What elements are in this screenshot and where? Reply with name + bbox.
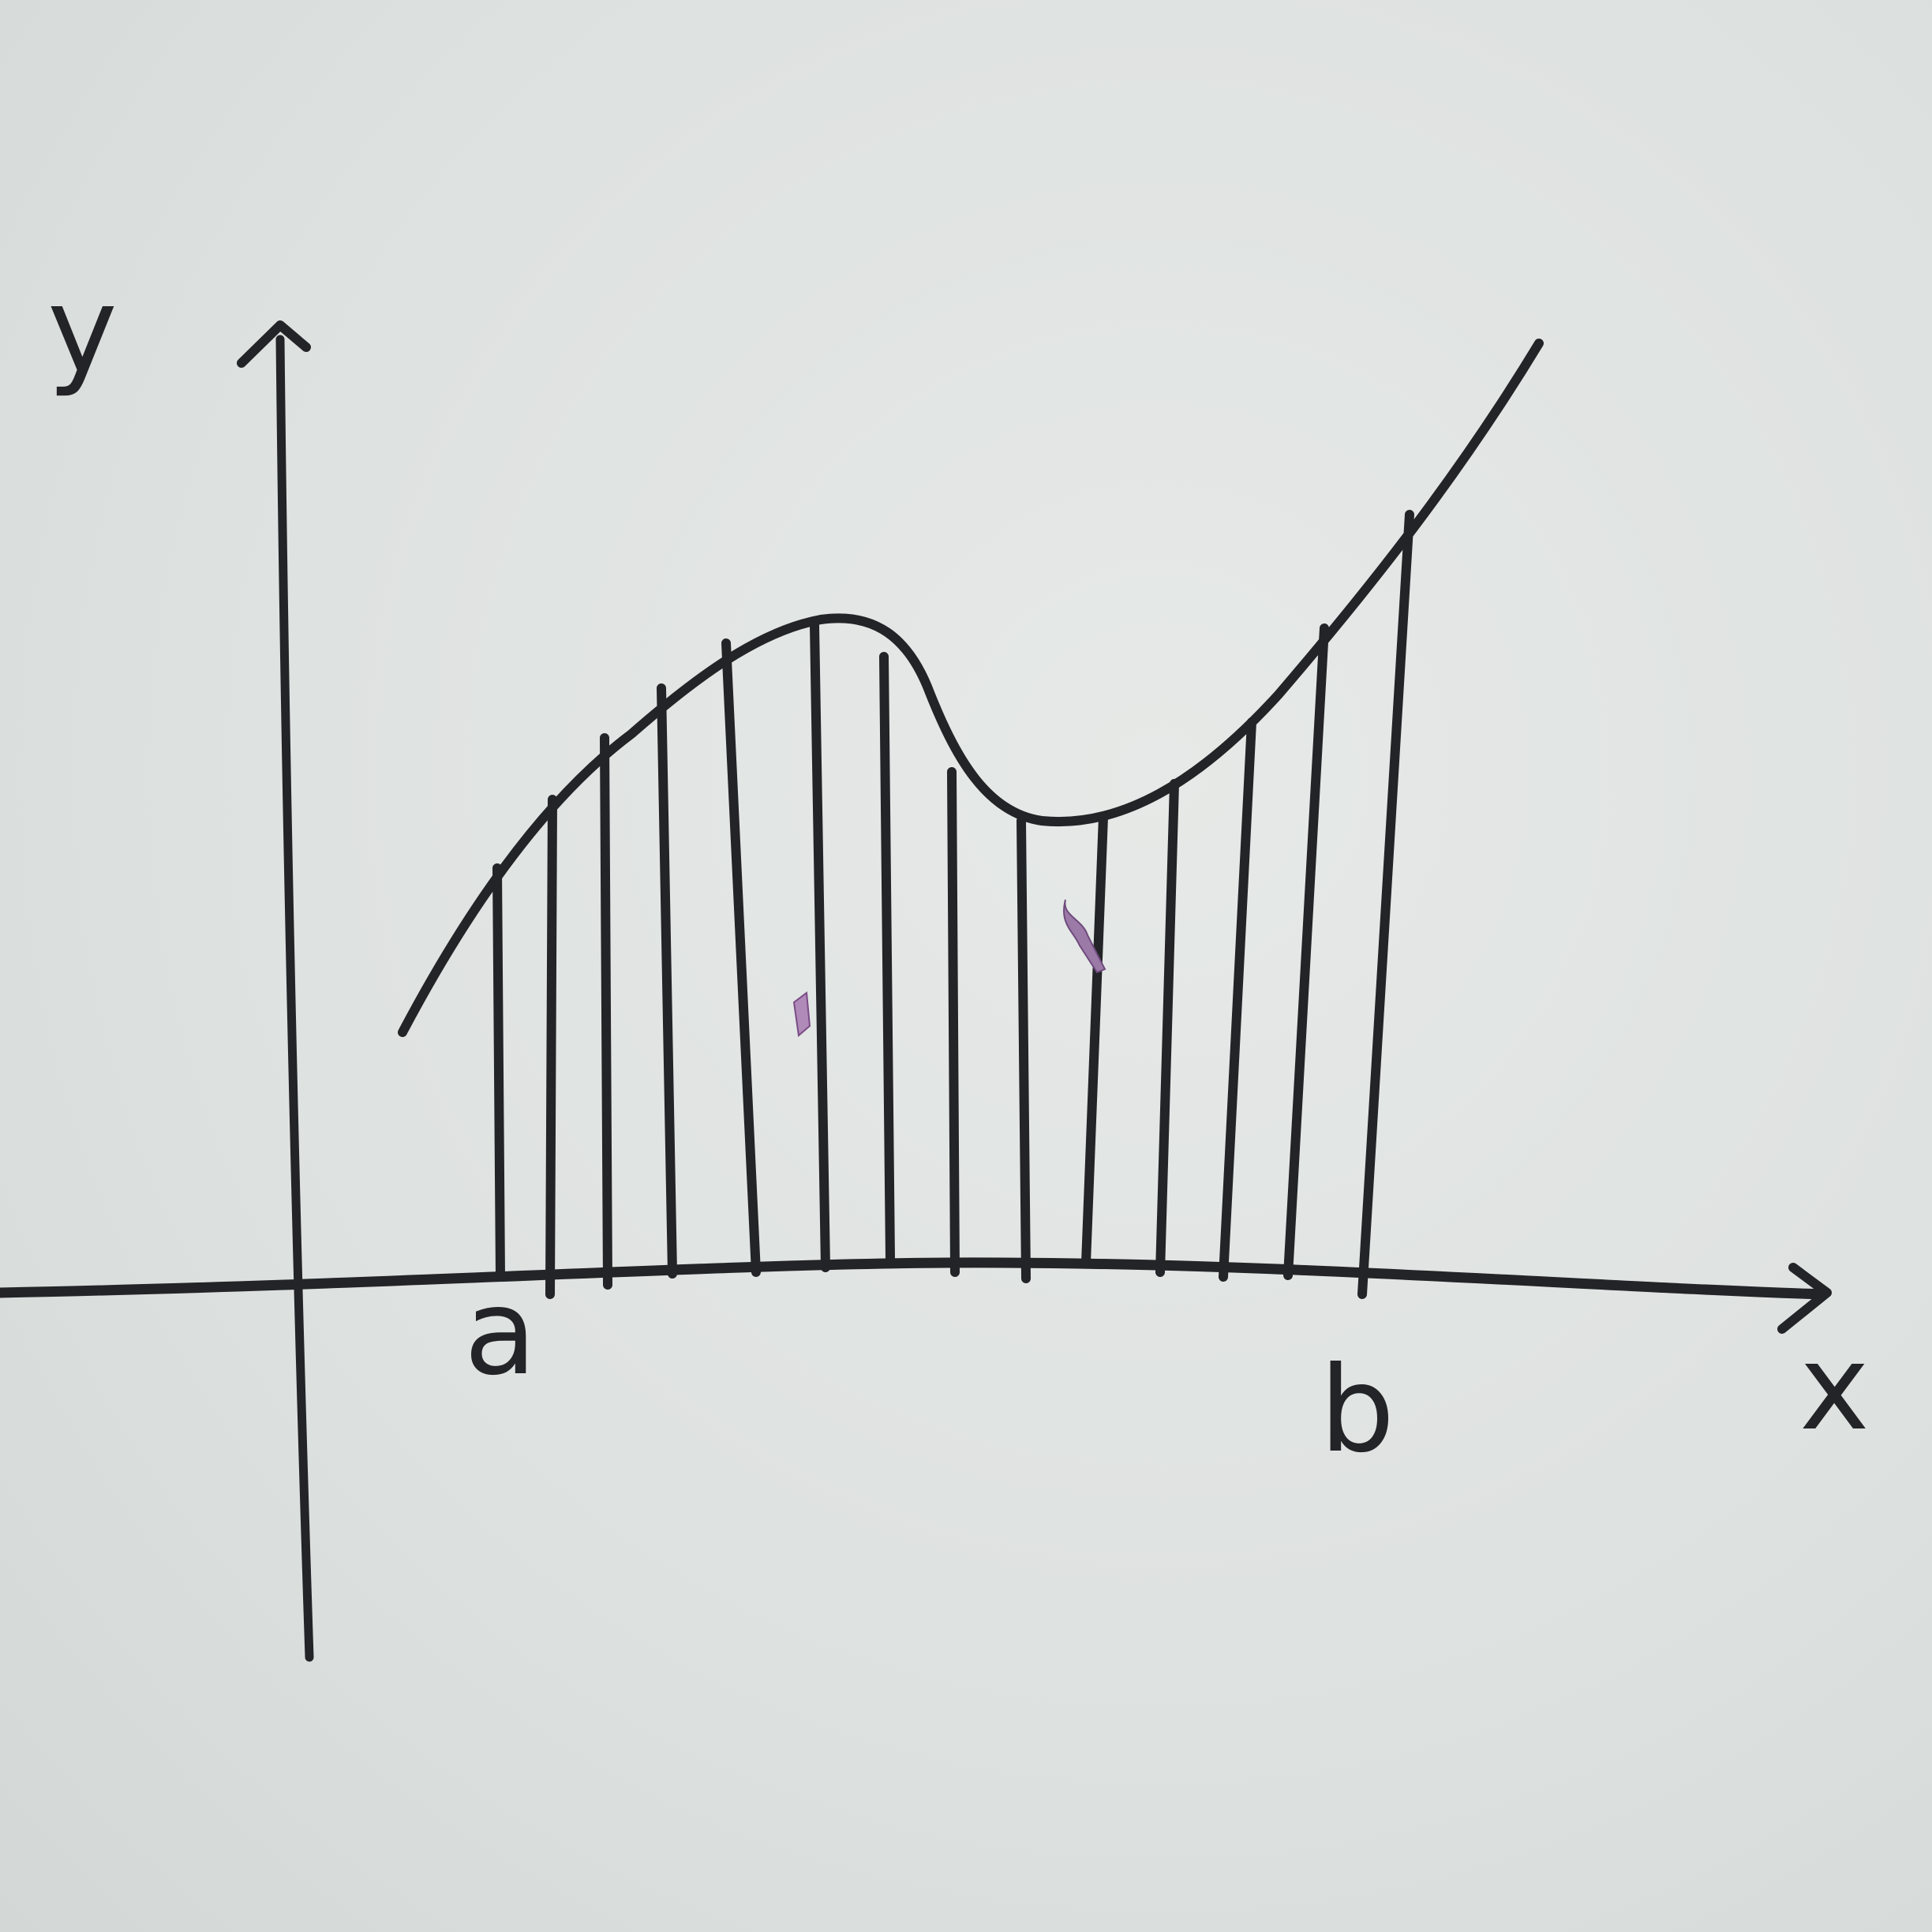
x-axis-line [0,1257,1829,1300]
strip-line [600,733,612,1290]
x-axis-label: x [1799,1320,1870,1457]
strip-line [1283,623,1329,1280]
strip-line [721,638,761,1277]
strip-line [1357,510,1414,1299]
lower-bound-label: a [464,1264,537,1402]
strip-line [879,652,895,1264]
strip-line [947,767,960,1277]
ink-smudge [792,991,811,1037]
function-curve [398,339,1544,1037]
y-axis [237,320,314,1662]
x-axis [0,1257,1832,1334]
ink-smudge [1063,899,1106,974]
x-axis-arrowhead-icon [1777,1263,1832,1334]
area-strips [492,510,1414,1299]
strip-line [1219,717,1256,1282]
strip-line [1081,812,1108,1267]
strip-line [657,683,677,1279]
strip-line [1155,779,1179,1277]
strip-line [545,795,557,1299]
y-axis-arrowhead-icon [237,320,311,368]
strip-line [810,620,830,1272]
y-axis-line [275,335,314,1662]
strip-line [1017,816,1031,1283]
y-axis-label: y [47,262,118,399]
strip-line [492,863,505,1282]
upper-bound-label: b [1320,1342,1395,1479]
